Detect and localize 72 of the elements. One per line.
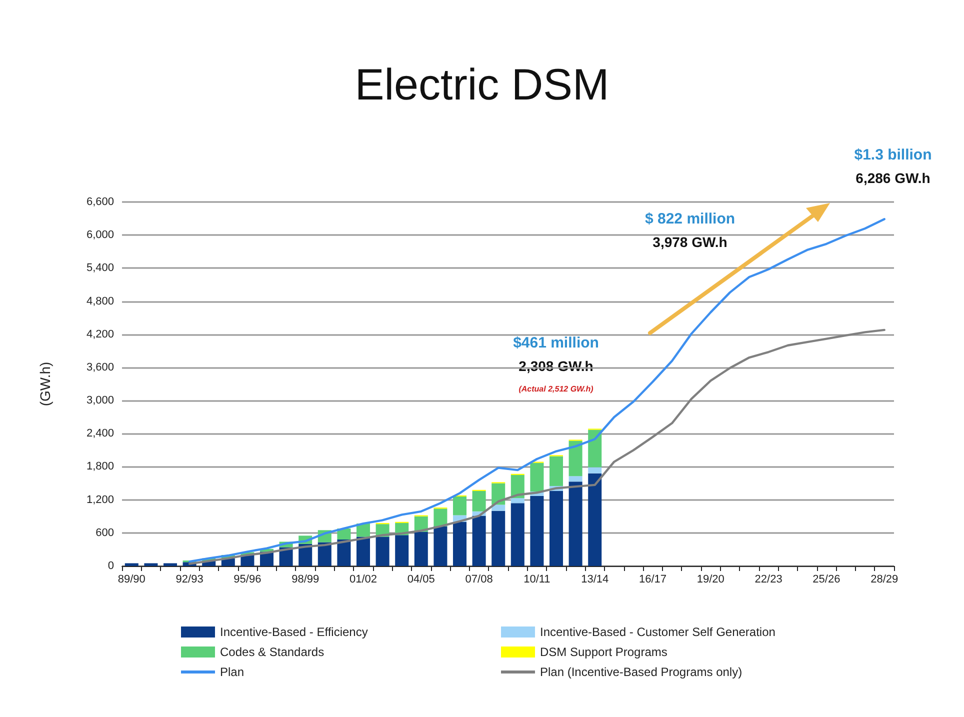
x-tick-label: 89/90 bbox=[118, 574, 146, 586]
y-tick-label: 600 bbox=[96, 526, 114, 539]
bar bbox=[568, 440, 582, 476]
x-tick-label: 10/11 bbox=[524, 574, 550, 586]
annotation: $ 822 million bbox=[644, 210, 736, 228]
bar bbox=[124, 563, 138, 566]
bar bbox=[318, 542, 332, 566]
bar bbox=[395, 535, 409, 566]
bar bbox=[376, 536, 390, 566]
x-tick-label: 98/99 bbox=[292, 574, 320, 586]
bar bbox=[298, 544, 312, 566]
bar bbox=[144, 563, 158, 566]
y-tick-label: 4,800 bbox=[86, 295, 114, 308]
x-tick-label: 04/05 bbox=[407, 574, 435, 586]
x-tick-label: 28/29 bbox=[870, 574, 898, 586]
chart-title: Electric DSM bbox=[354, 60, 610, 110]
bar bbox=[452, 496, 467, 516]
bar bbox=[337, 540, 351, 566]
annotation: $461 million bbox=[513, 334, 599, 352]
bar bbox=[530, 462, 544, 492]
x-tick-label: 16/17 bbox=[638, 574, 667, 586]
bar bbox=[568, 476, 582, 482]
y-tick-label: 3,600 bbox=[86, 361, 114, 374]
bar bbox=[492, 510, 506, 566]
y-axis-title: (GW.h) bbox=[37, 362, 53, 406]
bar bbox=[549, 490, 564, 566]
x-tick-label: 25/26 bbox=[812, 574, 840, 586]
y-tick-label: 1,800 bbox=[86, 460, 114, 473]
line-series bbox=[188, 328, 886, 565]
x-tick-label: 92/93 bbox=[176, 574, 204, 586]
x-tick-label: 13/14 bbox=[581, 574, 609, 586]
y-tick-label: 6,000 bbox=[86, 229, 114, 242]
x-tick-label: 22/23 bbox=[754, 574, 782, 586]
bar bbox=[414, 532, 428, 566]
y-tick-label: 6,600 bbox=[86, 196, 114, 208]
x-tick-label: 01/02 bbox=[349, 574, 378, 586]
text: 6,286 GW.h bbox=[856, 170, 930, 186]
y-tick-label: 5,400 bbox=[86, 262, 114, 274]
x-tick-label: 07/08 bbox=[465, 574, 493, 586]
bar bbox=[510, 498, 524, 504]
bar bbox=[452, 522, 467, 566]
bar bbox=[434, 526, 448, 566]
bar bbox=[492, 504, 506, 511]
y-tick-label: 3,000 bbox=[86, 394, 114, 407]
bar bbox=[588, 430, 602, 468]
legend-label: Plan bbox=[220, 665, 244, 679]
bar bbox=[510, 503, 524, 566]
y-tick-label: 0 bbox=[108, 560, 114, 572]
bar bbox=[530, 496, 544, 566]
legend-label: Incentive-Based - Customer Self Generation bbox=[540, 625, 776, 639]
x-tick-label: 95/96 bbox=[234, 574, 262, 586]
legend-label: DSM Support Programs bbox=[540, 645, 668, 659]
legend-label: Codes & Standards bbox=[220, 645, 324, 659]
y-tick-label: 4,200 bbox=[86, 328, 114, 340]
legend-label: Incentive-Based - Efficiency bbox=[220, 625, 368, 639]
bar bbox=[492, 483, 506, 505]
text: $1.3 billion bbox=[854, 146, 932, 164]
bar bbox=[356, 536, 370, 566]
bar bbox=[588, 467, 602, 474]
bar bbox=[163, 563, 178, 566]
bar bbox=[434, 508, 448, 526]
bar bbox=[568, 482, 582, 566]
x-tick-label: 19/20 bbox=[696, 574, 724, 586]
y-tick-label: 1,200 bbox=[86, 494, 114, 506]
bar bbox=[472, 516, 486, 566]
bar bbox=[549, 456, 564, 486]
y-tick-label: 2,400 bbox=[86, 428, 114, 440]
annotation: (Actual 2,512 GW.h) bbox=[518, 384, 594, 394]
annotation: 3,978 GW.h bbox=[652, 234, 728, 250]
legend-label: Plan (Incentive-Based Programs only) bbox=[540, 665, 742, 679]
bar bbox=[588, 473, 602, 566]
bar bbox=[472, 490, 486, 512]
